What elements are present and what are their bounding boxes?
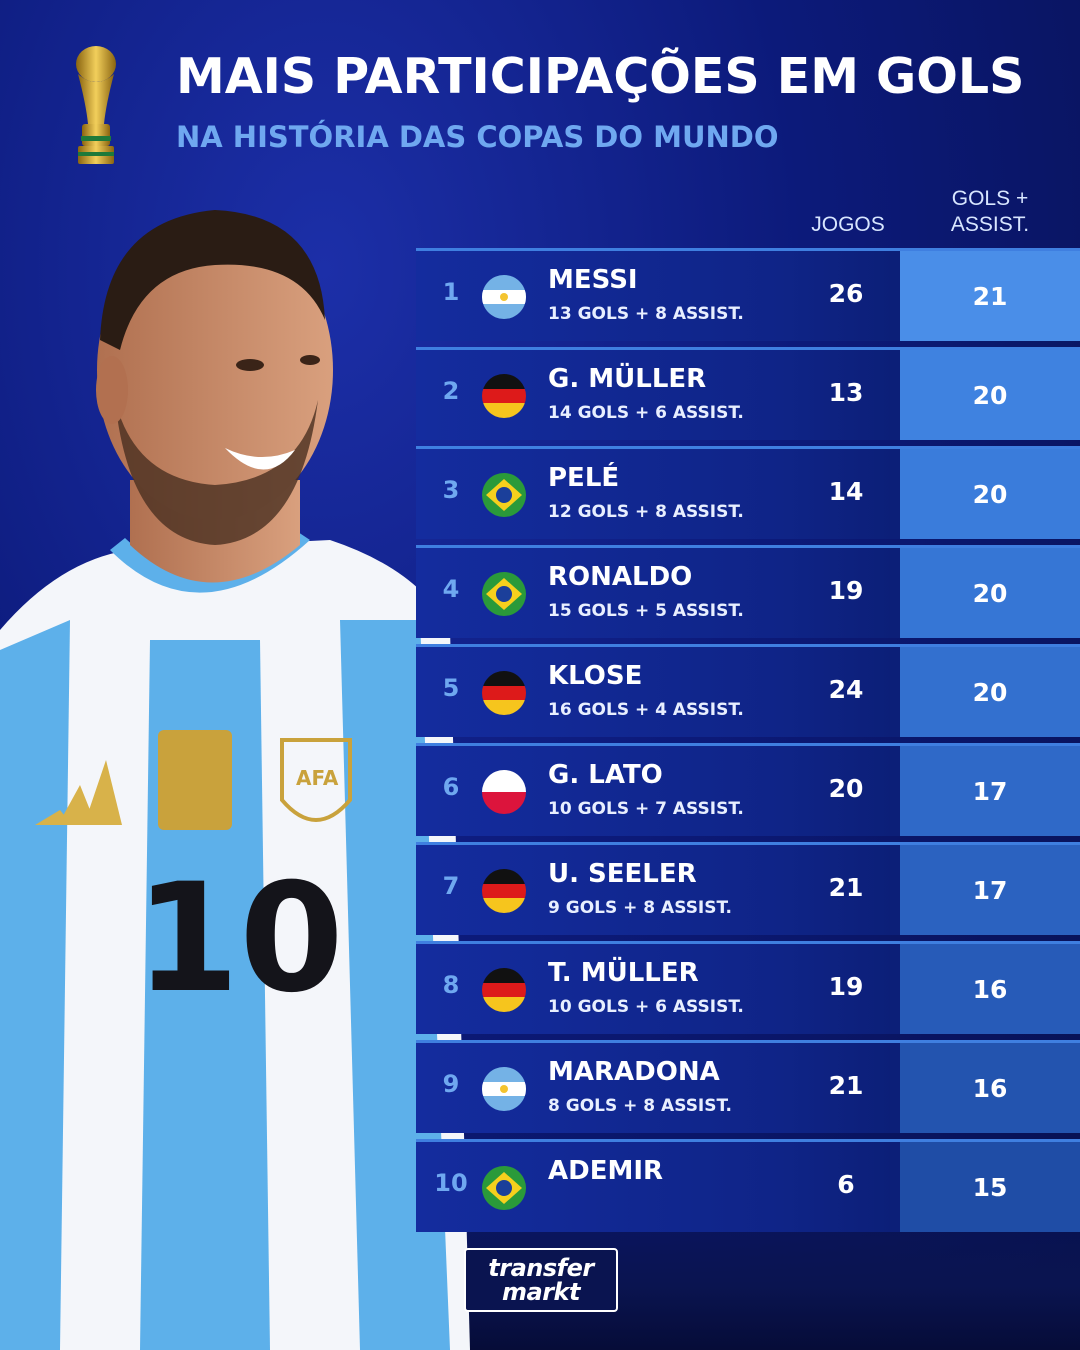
- player-stats-detail: 16 GOLS + 4 ASSIST.: [548, 700, 744, 720]
- gols-assist-value: 16: [900, 1043, 1080, 1133]
- poland-flag-icon: [482, 770, 526, 814]
- page-subtitle: NA HISTÓRIA DAS COPAS DO MUNDO: [176, 120, 779, 154]
- page-title: MAIS PARTICIPAÇÕES EM GOLS: [176, 48, 1025, 105]
- jogos-value: 19: [828, 576, 864, 605]
- germany-flag-icon: [482, 968, 526, 1012]
- ranking-table: 1 MESSI 13 GOLS + 8 ASSIST. 26 21 2 G. MÜLLER 1…: [416, 248, 1080, 1238]
- jogos-value: 19: [828, 972, 864, 1001]
- player-stats-detail: 14 GOLS + 6 ASSIST.: [548, 403, 744, 423]
- player-name: T. MÜLLER: [548, 958, 699, 988]
- germany-flag-icon: [482, 374, 526, 418]
- gols-assist-value: 17: [900, 845, 1080, 935]
- gols-assist-value: 15: [900, 1142, 1080, 1232]
- player-stats-detail: 13 GOLS + 8 ASSIST.: [548, 304, 744, 324]
- player-name: PELÉ: [548, 463, 620, 493]
- rank: 6: [442, 773, 460, 801]
- player-stats-detail: 10 GOLS + 7 ASSIST.: [548, 799, 744, 819]
- player-name: RONALDO: [548, 562, 693, 592]
- rank: 8: [442, 971, 460, 999]
- player-stats-detail: 10 GOLS + 6 ASSIST.: [548, 997, 744, 1017]
- table-row: 3 PELÉ 12 GOLS + 8 ASSIST. 14 20: [416, 446, 1080, 539]
- column-header-gols-assist: GOLS + ASSIST.: [920, 186, 1060, 238]
- jogos-value: 24: [828, 675, 864, 704]
- jogos-value: 14: [828, 477, 864, 506]
- jogos-value: 13: [828, 378, 864, 407]
- jogos-value: 26: [828, 279, 864, 308]
- rank: 3: [442, 476, 460, 504]
- brazil-flag-icon: [482, 473, 526, 517]
- player-name: U. SEELER: [548, 859, 697, 889]
- column-header-gols-assist-line1: GOLS +: [951, 187, 1029, 210]
- argentina-flag-icon: [482, 275, 526, 319]
- svg-text:AFA: AFA: [296, 766, 339, 790]
- logo-line1: transfer: [488, 1254, 594, 1282]
- argentina-flag-icon: [482, 1067, 526, 1111]
- transfermarkt-logo: transfer markt: [464, 1248, 618, 1312]
- jogos-value: 6: [837, 1170, 855, 1199]
- gols-assist-value: 16: [900, 944, 1080, 1034]
- brazil-flag-icon: [482, 1166, 526, 1210]
- rank: 7: [442, 872, 460, 900]
- column-header-jogos: JOGOS: [811, 213, 885, 236]
- gols-assist-value: 20: [900, 548, 1080, 638]
- table-row: 8 T. MÜLLER 10 GOLS + 6 ASSIST. 19 16: [416, 941, 1080, 1034]
- svg-text:10: 10: [135, 852, 344, 1026]
- germany-flag-icon: [482, 671, 526, 715]
- rank: 9: [442, 1070, 460, 1098]
- player-name: G. MÜLLER: [548, 364, 707, 394]
- table-row: 10 ADEMIR 6 15: [416, 1139, 1080, 1232]
- player-photo: AFA 10: [0, 210, 470, 1350]
- table-row: 2 G. MÜLLER 14 GOLS + 6 ASSIST. 13 20: [416, 347, 1080, 440]
- rank: 10: [434, 1169, 468, 1197]
- table-row: 1 MESSI 13 GOLS + 8 ASSIST. 26 21: [416, 248, 1080, 341]
- player-name: KLOSE: [548, 661, 643, 691]
- jogos-value: 21: [828, 873, 864, 902]
- brazil-flag-icon: [482, 572, 526, 616]
- player-stats-detail: 12 GOLS + 8 ASSIST.: [548, 502, 744, 522]
- column-header-gols-assist-line2: ASSIST.: [950, 213, 1030, 236]
- player-stats-detail: 15 GOLS + 5 ASSIST.: [548, 601, 744, 621]
- rank: 4: [442, 575, 460, 603]
- table-row: 6 G. LATO 10 GOLS + 7 ASSIST. 20 17: [416, 743, 1080, 836]
- gols-assist-value: 20: [900, 350, 1080, 440]
- player-name: ADEMIR: [548, 1156, 664, 1186]
- world-cup-trophy-icon: [76, 46, 116, 164]
- gols-assist-value: 20: [900, 449, 1080, 539]
- player-name: MARADONA: [548, 1057, 720, 1087]
- jogos-value: 20: [828, 774, 864, 803]
- gols-assist-value: 21: [900, 251, 1080, 341]
- table-row: 9 MARADONA 8 GOLS + 8 ASSIST. 21 16: [416, 1040, 1080, 1133]
- gols-assist-value: 20: [900, 647, 1080, 737]
- table-row: 7 U. SEELER 9 GOLS + 8 ASSIST. 21 17: [416, 842, 1080, 935]
- gols-assist-value: 17: [900, 746, 1080, 836]
- rank: 2: [442, 377, 460, 405]
- table-row: 4 RONALDO 15 GOLS + 5 ASSIST. 19 20: [416, 545, 1080, 638]
- player-name: MESSI: [548, 265, 638, 295]
- jogos-value: 21: [828, 1071, 864, 1100]
- player-stats-detail: 9 GOLS + 8 ASSIST.: [548, 898, 732, 918]
- player-name: G. LATO: [548, 760, 663, 790]
- player-stats-detail: 8 GOLS + 8 ASSIST.: [548, 1096, 732, 1116]
- germany-flag-icon: [482, 869, 526, 913]
- table-row: 5 KLOSE 16 GOLS + 4 ASSIST. 24 20: [416, 644, 1080, 737]
- logo-line2: markt: [502, 1278, 580, 1306]
- rank: 1: [442, 278, 460, 306]
- rank: 5: [442, 674, 460, 702]
